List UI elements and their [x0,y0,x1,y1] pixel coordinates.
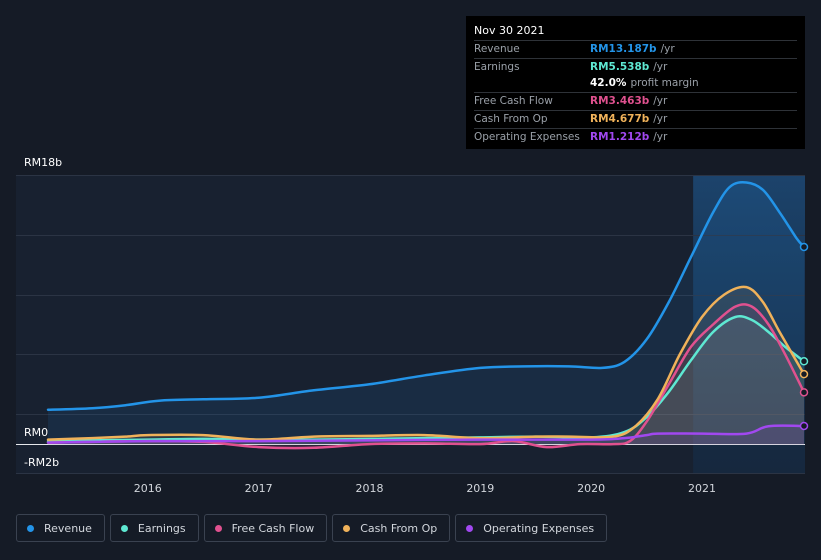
x-tick-label: 2018 [355,482,383,495]
legend-label: Cash From Op [360,521,438,535]
x-tick-label: 2017 [245,482,273,495]
tooltip-value: RM4.677b [590,113,650,125]
area-earnings [48,316,804,445]
tooltip-value: RM5.538b [590,61,650,73]
tooltip-unit: /yr [653,95,668,107]
x-tick-label: 2016 [134,482,162,495]
y-tick-label: -RM2b [24,456,59,469]
legend-dot-icon [214,524,222,532]
endpoint-cash-from-op [799,369,809,379]
tooltip-unit: /yr [660,43,675,55]
line-revenue [46,181,806,411]
endpoint-free-cash-flow [799,388,809,397]
tooltip-unit: /yr [653,113,668,125]
legend-dot-icon [343,524,351,532]
series-lines-layer [46,181,806,450]
line-free-cash-flow [46,303,806,450]
y-tick-label: RM18b [24,156,62,169]
line-operating-expenses [46,424,806,444]
tooltip-unit: /yr [653,61,668,73]
tooltip-label: Cash From Op [474,113,548,125]
legend-item-revenue[interactable]: Revenue [16,514,105,542]
tooltip-value: RM3.463b [590,95,650,107]
tooltip-unit: profit margin [630,77,699,89]
axis-labels-layer: RM18b RM0 -RM2b 2016 2017 2018 2019 2020 2021 [24,156,716,495]
endpoint-earnings [799,357,809,366]
legend-dot-icon [27,524,34,532]
legend-item-free-cash-flow[interactable]: Free Cash Flow [203,514,328,542]
legend-label: Earnings [137,521,186,535]
legend-label: Revenue [44,521,92,535]
tooltip-value: RM1.212b [590,131,650,143]
tooltip-row-free-cash-flow: Free Cash Flow RM3.463b /yr [474,92,797,109]
area-cash-from-op [48,286,804,445]
endpoint-revenue [799,242,809,252]
tooltip-value: RM13.187b [590,43,657,55]
endpoint-operating-expenses [799,421,809,431]
x-tick-label: 2020 [577,482,605,495]
tooltip-date: Nov 30 2021 [474,24,545,37]
legend-dot-icon [466,524,474,532]
tooltip-label: Earnings [474,61,520,73]
tooltip-label: Operating Expenses [474,131,580,143]
tooltip-row-earnings: Earnings RM5.538b /yr [474,58,797,75]
line-cash-from-op [46,285,806,441]
tooltip-row-revenue: Revenue RM13.187b /yr [474,40,797,57]
legend-item-earnings[interactable]: Earnings [109,514,199,542]
tooltip-unit: /yr [653,131,668,143]
y-tick-label: RM0 [24,426,48,439]
legend-label: Operating Expenses [483,521,595,535]
legend-label: Free Cash Flow [231,521,315,535]
chart-legend: Revenue Earnings Free Cash Flow Cash Fro… [16,514,608,542]
area-revenue [48,182,804,445]
x-tick-label: 2019 [466,482,494,495]
tooltip-value: 42.0% [590,77,627,89]
plot-area [16,175,805,474]
legend-dot-icon [120,524,128,532]
data-tooltip: Nov 30 2021 Revenue RM13.187b /yr Earnin… [466,16,805,149]
legend-item-cash-from-op[interactable]: Cash From Op [332,514,451,542]
tooltip-row-cash-from-op: Cash From Op RM4.677b /yr [474,110,797,127]
tooltip-label: Free Cash Flow [474,95,553,107]
legend-item-operating-expenses[interactable]: Operating Expenses [455,514,608,542]
tooltip-label [474,75,590,91]
tooltip-row-profit-margin: 42.0% profit margin [474,75,797,91]
tooltip-label: Revenue [474,43,520,55]
series-endpoints-layer [799,242,809,431]
x-tick-label: 2021 [688,482,716,495]
tooltip-row-operating-expenses: Operating Expenses RM1.212b /yr [474,128,797,145]
